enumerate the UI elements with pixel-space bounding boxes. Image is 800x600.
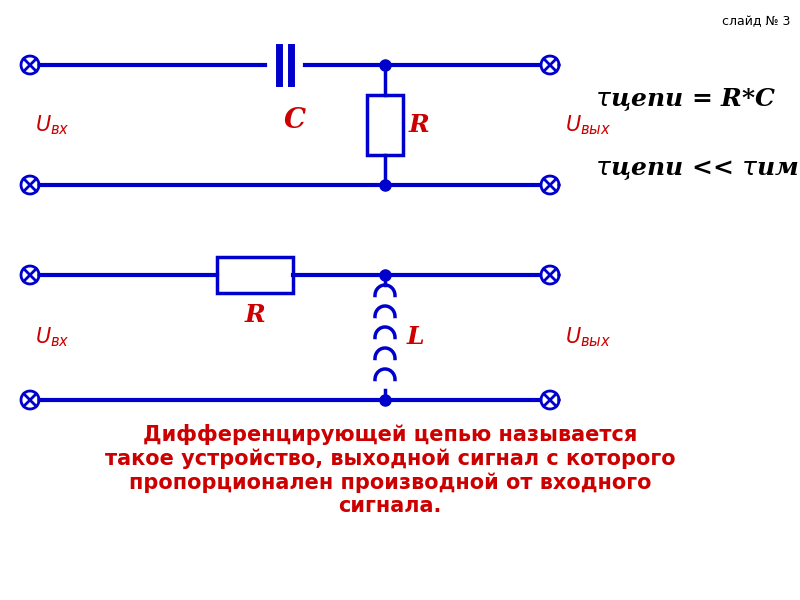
Bar: [217, 257, 293, 293]
Text: $U_{вх}$: $U_{вх}$: [35, 113, 70, 137]
Text: C: C: [284, 107, 306, 134]
Text: R: R: [409, 113, 430, 137]
Text: $U_{вых}$: $U_{вых}$: [565, 113, 611, 137]
Text: L: L: [407, 325, 425, 349]
Text: $U_{вх}$: $U_{вх}$: [35, 326, 70, 349]
Text: $U_{вых}$: $U_{вых}$: [565, 326, 611, 349]
Text: $\tau$цепи << $\tau$имп: $\tau$цепи << $\tau$имп: [595, 158, 800, 182]
Text: Дифференцирующей цепью называется
такое устройство, выходной сигнал с которого
п: Дифференцирующей цепью называется такое …: [105, 424, 675, 516]
Bar: [367, 95, 403, 155]
Text: R: R: [245, 303, 266, 327]
Text: слайд № 3: слайд № 3: [722, 15, 790, 28]
Text: $\tau$цепи = R*C: $\tau$цепи = R*C: [595, 86, 776, 113]
